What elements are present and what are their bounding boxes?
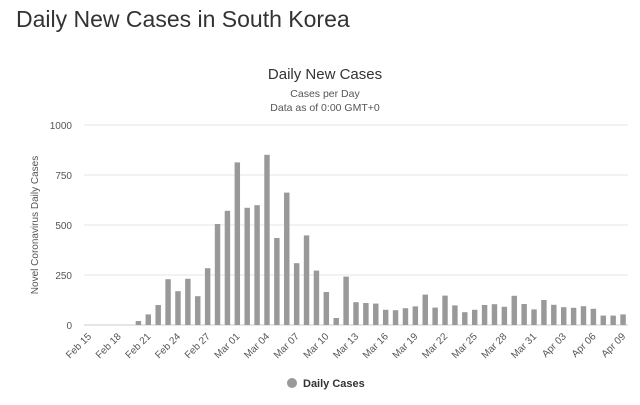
- bar-apr-09[interactable]: [620, 314, 626, 325]
- x-tick-label: Apr 03: [540, 331, 569, 360]
- x-tick-label: Mar 28: [480, 331, 510, 361]
- bar-mar-12[interactable]: [343, 276, 349, 325]
- y-tick-label: 0: [66, 321, 72, 332]
- bar-mar-29[interactable]: [511, 295, 517, 325]
- bar-mar-18[interactable]: [402, 308, 409, 325]
- bar-apr-03[interactable]: [560, 307, 567, 325]
- chart-subtitle-line-2: Data as of 0:00 GMT+0: [270, 102, 380, 114]
- bar-apr-05[interactable]: [580, 306, 587, 325]
- bar-mar-09[interactable]: [313, 270, 320, 325]
- bar-mar-04[interactable]: [264, 154, 270, 325]
- x-tick-label: Feb 15: [64, 331, 94, 361]
- bar-mar-25[interactable]: [471, 309, 478, 325]
- bar-mar-20[interactable]: [422, 294, 428, 325]
- chart-subtitle-line-1: Cases per Day: [290, 88, 360, 100]
- bar-feb-25[interactable]: [185, 278, 191, 325]
- page-heading: Daily New Cases in South Korea: [16, 6, 350, 32]
- x-tick-label: Feb 24: [153, 331, 183, 361]
- chart-container: Daily New Cases Cases per Day Data as of…: [0, 50, 640, 405]
- bar-feb-27[interactable]: [204, 268, 211, 325]
- y-axis-label: Novel Coronavirus Daily Cases: [30, 156, 41, 294]
- x-tick-label: Mar 10: [302, 331, 332, 361]
- bar-feb-28[interactable]: [214, 224, 221, 325]
- y-tick-label: 750: [55, 171, 72, 182]
- x-tick-label: Mar 25: [450, 331, 480, 361]
- x-tick-label: Apr 09: [600, 331, 629, 360]
- bar-apr-02[interactable]: [551, 304, 557, 325]
- bar-mar-02[interactable]: [244, 207, 250, 325]
- bar-apr-01[interactable]: [541, 300, 547, 325]
- bar-mar-11[interactable]: [333, 318, 339, 325]
- x-tick-label: Mar 04: [242, 331, 272, 361]
- bar-mar-13[interactable]: [353, 302, 359, 325]
- bar-feb-26[interactable]: [195, 296, 201, 325]
- bar-mar-17[interactable]: [392, 310, 399, 325]
- bar-apr-06[interactable]: [590, 308, 597, 325]
- bar-feb-23[interactable]: [165, 279, 171, 325]
- bar-mar-07[interactable]: [293, 263, 300, 325]
- bar-mar-16[interactable]: [382, 309, 389, 325]
- legend-item-daily-cases[interactable]: Daily Cases: [287, 378, 365, 390]
- bar-mar-05[interactable]: [274, 238, 280, 325]
- x-tick-label: Apr 06: [570, 331, 599, 360]
- y-tick-label: 250: [55, 271, 72, 282]
- x-tick-label: Mar 22: [420, 331, 450, 361]
- x-tick-label: Mar 01: [213, 331, 243, 361]
- bars: [135, 154, 626, 325]
- bar-feb-24[interactable]: [175, 291, 181, 325]
- y-axis-ticks: 0 250 500 750 1000: [50, 121, 73, 332]
- bar-feb-22[interactable]: [155, 305, 161, 325]
- x-axis-ticks: Feb 15 Feb 18 Feb 21 Feb 24 Feb 27 Mar 01 Mar …: [64, 331, 628, 361]
- daily-cases-chart: Daily New Cases Cases per Day Data as of…: [30, 66, 628, 390]
- x-tick-label: Feb 18: [94, 331, 124, 361]
- bar-mar-21[interactable]: [432, 307, 438, 325]
- bar-mar-23[interactable]: [452, 305, 458, 325]
- bar-mar-14[interactable]: [363, 303, 369, 325]
- bar-mar-22[interactable]: [442, 295, 448, 325]
- x-tick-label: Mar 13: [331, 331, 361, 361]
- chart-title: Daily New Cases: [268, 66, 382, 83]
- bar-mar-28[interactable]: [501, 306, 508, 325]
- bar-mar-31[interactable]: [531, 309, 537, 325]
- bar-mar-27[interactable]: [491, 304, 498, 325]
- x-tick-label: Mar 07: [272, 331, 302, 361]
- x-tick-label: Mar 16: [361, 331, 391, 361]
- bar-mar-03[interactable]: [254, 205, 260, 325]
- bar-mar-10[interactable]: [323, 292, 330, 325]
- bar-mar-01[interactable]: [234, 162, 241, 325]
- y-tick-label: 500: [55, 221, 72, 232]
- bar-feb-29[interactable]: [224, 210, 231, 325]
- bar-apr-08[interactable]: [610, 315, 616, 325]
- bar-mar-30[interactable]: [521, 304, 527, 325]
- legend-marker-icon: [287, 378, 297, 388]
- grid-lines: [84, 124, 628, 326]
- y-tick-label: 1000: [50, 121, 73, 132]
- bar-feb-20[interactable]: [135, 321, 142, 325]
- bar-mar-08[interactable]: [303, 235, 310, 325]
- bar-mar-19[interactable]: [412, 306, 419, 325]
- bar-mar-24[interactable]: [462, 312, 468, 325]
- bar-mar-15[interactable]: [373, 303, 379, 325]
- bar-mar-06[interactable]: [284, 192, 290, 325]
- x-tick-label: Mar 31: [509, 331, 539, 361]
- x-tick-label: Mar 19: [391, 331, 421, 361]
- legend-label: Daily Cases: [303, 378, 365, 390]
- bar-apr-07[interactable]: [600, 315, 606, 325]
- bar-apr-04[interactable]: [570, 307, 577, 325]
- x-tick-label: Feb 21: [124, 331, 154, 361]
- bar-feb-21[interactable]: [145, 314, 152, 325]
- bar-mar-26[interactable]: [481, 305, 488, 325]
- x-tick-label: Feb 27: [183, 331, 213, 361]
